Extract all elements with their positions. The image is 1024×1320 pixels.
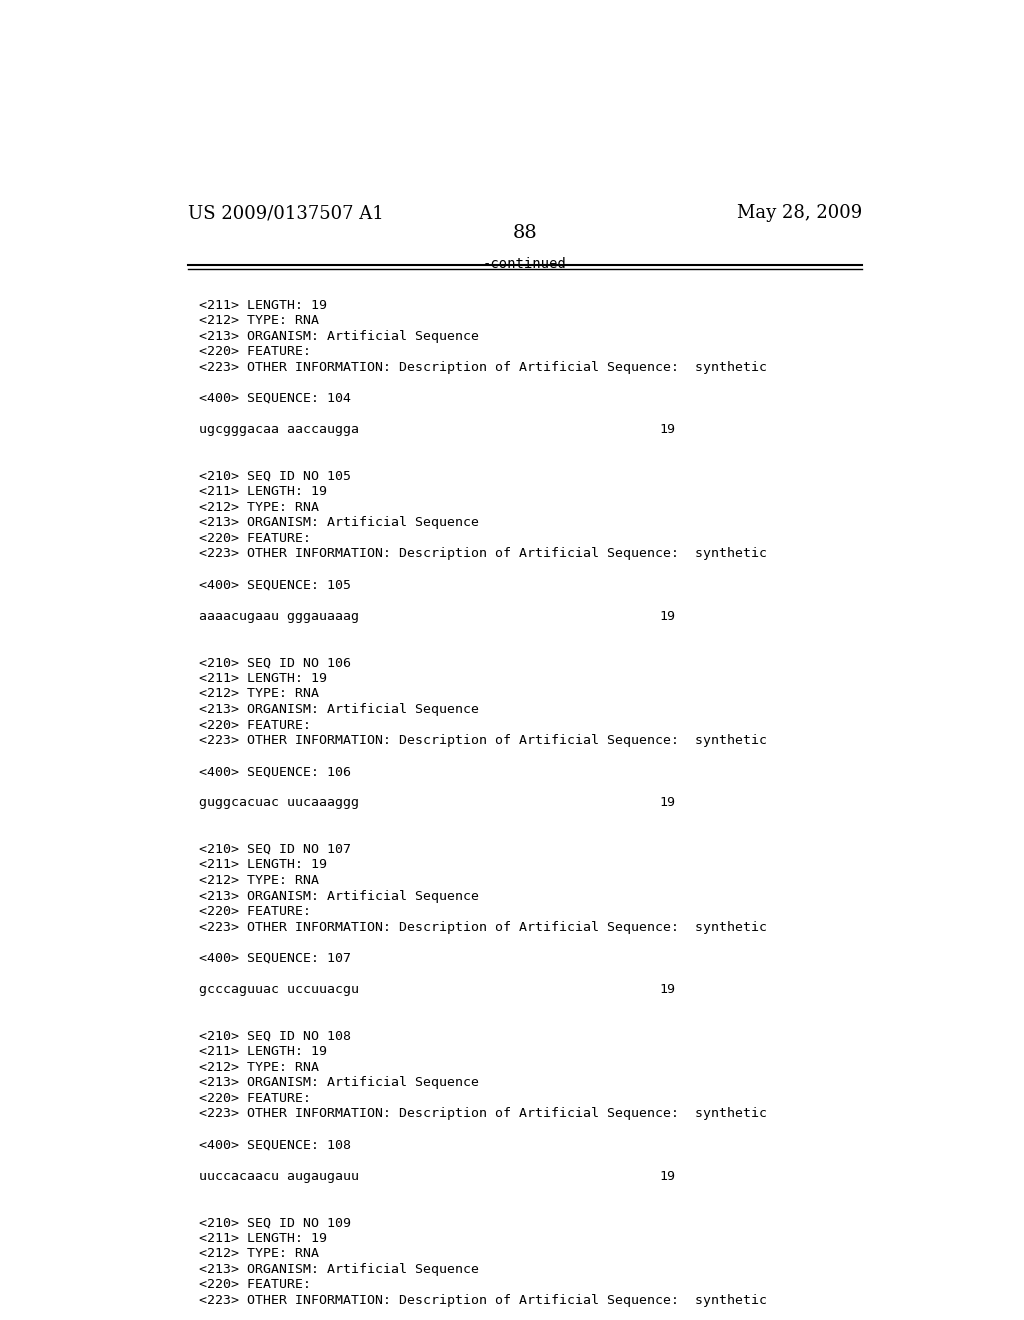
- Text: <400> SEQUENCE: 108: <400> SEQUENCE: 108: [200, 1138, 351, 1151]
- Text: <212> TYPE: RNA: <212> TYPE: RNA: [200, 874, 319, 887]
- Text: <223> OTHER INFORMATION: Description of Artificial Sequence:  synthetic: <223> OTHER INFORMATION: Description of …: [200, 360, 767, 374]
- Text: <220> FEATURE:: <220> FEATURE:: [200, 1278, 311, 1291]
- Text: 19: 19: [659, 1170, 676, 1183]
- Text: May 28, 2009: May 28, 2009: [737, 205, 862, 222]
- Text: <220> FEATURE:: <220> FEATURE:: [200, 906, 311, 919]
- Text: gcccaguuac uccuuacgu: gcccaguuac uccuuacgu: [200, 983, 359, 995]
- Text: <223> OTHER INFORMATION: Description of Artificial Sequence:  synthetic: <223> OTHER INFORMATION: Description of …: [200, 920, 767, 933]
- Text: <223> OTHER INFORMATION: Description of Artificial Sequence:  synthetic: <223> OTHER INFORMATION: Description of …: [200, 1107, 767, 1121]
- Text: <400> SEQUENCE: 106: <400> SEQUENCE: 106: [200, 766, 351, 779]
- Text: <210> SEQ ID NO 106: <210> SEQ ID NO 106: [200, 656, 351, 669]
- Text: 19: 19: [659, 983, 676, 995]
- Text: <223> OTHER INFORMATION: Description of Artificial Sequence:  synthetic: <223> OTHER INFORMATION: Description of …: [200, 734, 767, 747]
- Text: <213> ORGANISM: Artificial Sequence: <213> ORGANISM: Artificial Sequence: [200, 1076, 479, 1089]
- Text: <211> LENGTH: 19: <211> LENGTH: 19: [200, 298, 328, 312]
- Text: <212> TYPE: RNA: <212> TYPE: RNA: [200, 1247, 319, 1261]
- Text: <211> LENGTH: 19: <211> LENGTH: 19: [200, 672, 328, 685]
- Text: <213> ORGANISM: Artificial Sequence: <213> ORGANISM: Artificial Sequence: [200, 330, 479, 343]
- Text: <212> TYPE: RNA: <212> TYPE: RNA: [200, 314, 319, 327]
- Text: ugcgggacaa aaccaugga: ugcgggacaa aaccaugga: [200, 424, 359, 436]
- Text: <223> OTHER INFORMATION: Description of Artificial Sequence:  synthetic: <223> OTHER INFORMATION: Description of …: [200, 548, 767, 561]
- Text: <400> SEQUENCE: 107: <400> SEQUENCE: 107: [200, 952, 351, 965]
- Text: <211> LENGTH: 19: <211> LENGTH: 19: [200, 1045, 328, 1059]
- Text: <211> LENGTH: 19: <211> LENGTH: 19: [200, 486, 328, 498]
- Text: <212> TYPE: RNA: <212> TYPE: RNA: [200, 1061, 319, 1073]
- Text: <213> ORGANISM: Artificial Sequence: <213> ORGANISM: Artificial Sequence: [200, 516, 479, 529]
- Text: <400> SEQUENCE: 104: <400> SEQUENCE: 104: [200, 392, 351, 405]
- Text: <210> SEQ ID NO 109: <210> SEQ ID NO 109: [200, 1216, 351, 1229]
- Text: <220> FEATURE:: <220> FEATURE:: [200, 346, 311, 358]
- Text: 19: 19: [659, 424, 676, 436]
- Text: <220> FEATURE:: <220> FEATURE:: [200, 532, 311, 545]
- Text: 88: 88: [512, 224, 538, 243]
- Text: <213> ORGANISM: Artificial Sequence: <213> ORGANISM: Artificial Sequence: [200, 704, 479, 715]
- Text: 19: 19: [659, 610, 676, 623]
- Text: uuccacaacu augaugauu: uuccacaacu augaugauu: [200, 1170, 359, 1183]
- Text: <210> SEQ ID NO 108: <210> SEQ ID NO 108: [200, 1030, 351, 1043]
- Text: <213> ORGANISM: Artificial Sequence: <213> ORGANISM: Artificial Sequence: [200, 1263, 479, 1276]
- Text: <210> SEQ ID NO 105: <210> SEQ ID NO 105: [200, 470, 351, 483]
- Text: US 2009/0137507 A1: US 2009/0137507 A1: [187, 205, 383, 222]
- Text: <212> TYPE: RNA: <212> TYPE: RNA: [200, 688, 319, 701]
- Text: guggcacuac uucaaaggg: guggcacuac uucaaaggg: [200, 796, 359, 809]
- Text: <211> LENGTH: 19: <211> LENGTH: 19: [200, 858, 328, 871]
- Text: aaaacugaau gggauaaag: aaaacugaau gggauaaag: [200, 610, 359, 623]
- Text: <211> LENGTH: 19: <211> LENGTH: 19: [200, 1232, 328, 1245]
- Text: <400> SEQUENCE: 105: <400> SEQUENCE: 105: [200, 578, 351, 591]
- Text: <223> OTHER INFORMATION: Description of Artificial Sequence:  synthetic: <223> OTHER INFORMATION: Description of …: [200, 1294, 767, 1307]
- Text: <213> ORGANISM: Artificial Sequence: <213> ORGANISM: Artificial Sequence: [200, 890, 479, 903]
- Text: <210> SEQ ID NO 107: <210> SEQ ID NO 107: [200, 843, 351, 855]
- Text: <220> FEATURE:: <220> FEATURE:: [200, 1092, 311, 1105]
- Text: -continued: -continued: [483, 257, 566, 271]
- Text: 19: 19: [659, 796, 676, 809]
- Text: <220> FEATURE:: <220> FEATURE:: [200, 718, 311, 731]
- Text: <212> TYPE: RNA: <212> TYPE: RNA: [200, 500, 319, 513]
